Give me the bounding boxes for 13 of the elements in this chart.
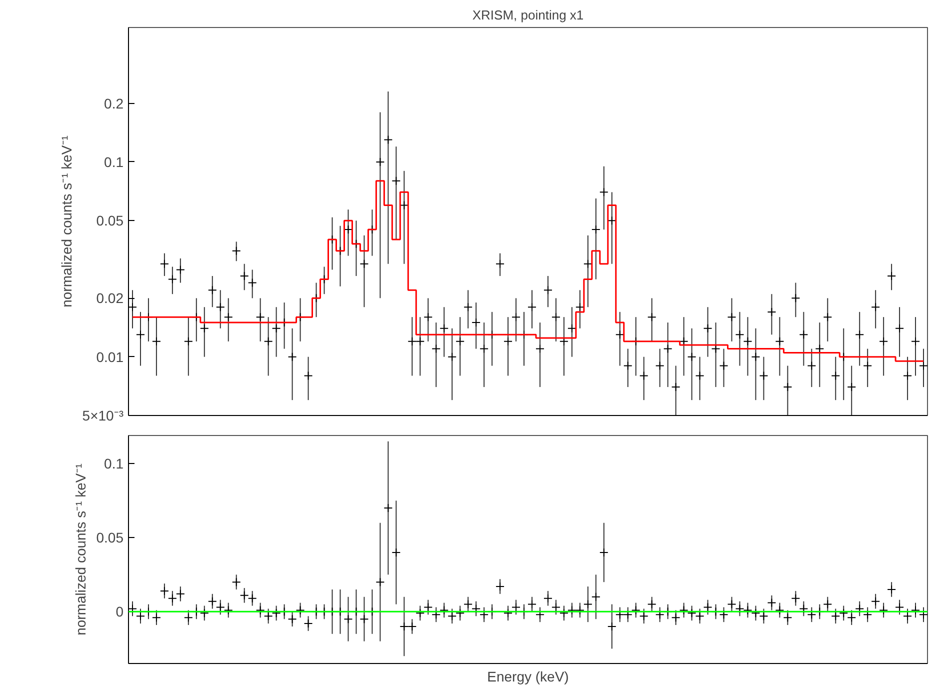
y-tick-label: 0.01 (96, 348, 124, 365)
y-tick-label: 0.05 (96, 530, 124, 546)
chart-title: XRISM, pointing x1 (472, 8, 584, 22)
y-tick-label: 0 (116, 604, 124, 620)
y-axis-title: normalized counts s⁻¹ keV⁻¹ (72, 463, 88, 636)
y-tick-label: 0.2 (104, 95, 124, 112)
y-axis-title: normalized counts s⁻¹ keV⁻¹ (58, 135, 74, 308)
y-tick-label: 0.02 (96, 290, 124, 306)
y-tick-label: 0.05 (96, 212, 124, 229)
x-axis-title: Energy (keV) (487, 668, 569, 684)
y-tick-label: 0.1 (104, 154, 124, 170)
y-tick-label: 5×10⁻³ (82, 408, 124, 424)
y-tick-label: 0.1 (104, 456, 124, 472)
